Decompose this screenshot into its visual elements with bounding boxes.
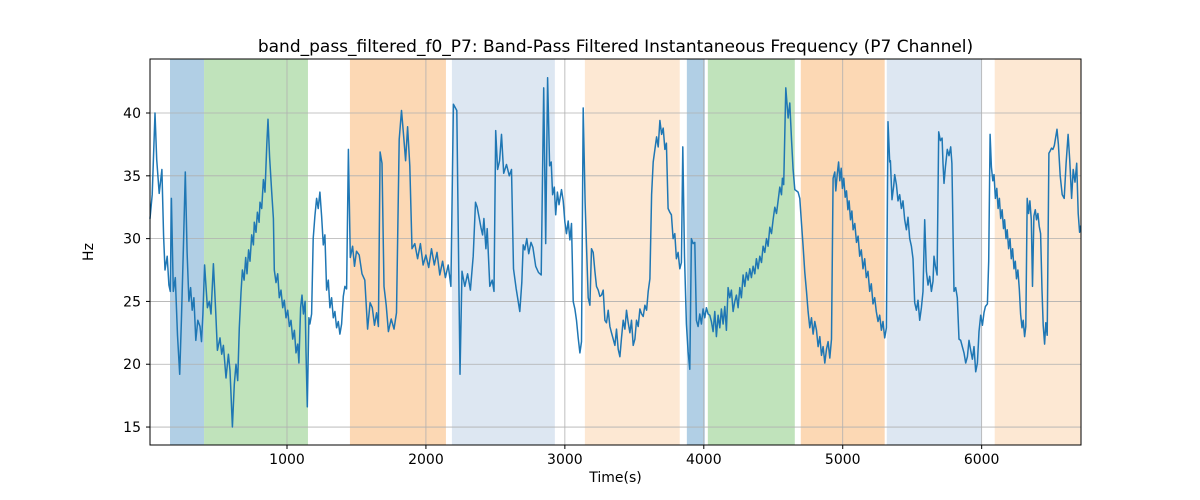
highlight-band bbox=[204, 59, 308, 445]
y-tick-label: 25 bbox=[123, 294, 141, 310]
x-tick-label: 3000 bbox=[547, 452, 583, 468]
highlight-band bbox=[886, 59, 982, 445]
y-tick-label: 35 bbox=[123, 169, 141, 185]
highlight-band bbox=[584, 59, 680, 445]
highlight-band bbox=[994, 59, 1081, 445]
highlight-band bbox=[451, 59, 555, 445]
x-tick-label: 1000 bbox=[269, 452, 305, 468]
chart-title: band_pass_filtered_f0_P7: Band-Pass Filt… bbox=[257, 37, 974, 57]
y-tick-label: 20 bbox=[123, 357, 141, 373]
x-tick-label: 6000 bbox=[964, 452, 1000, 468]
highlight-band bbox=[686, 59, 705, 445]
x-tick-label: 2000 bbox=[408, 452, 444, 468]
y-tick-label: 30 bbox=[123, 232, 141, 248]
x-tick-label: 5000 bbox=[825, 452, 861, 468]
y-tick-label: 40 bbox=[123, 106, 141, 122]
highlight-band bbox=[707, 59, 795, 445]
y-tick-label: 15 bbox=[123, 420, 141, 436]
x-tick-label: 4000 bbox=[686, 452, 722, 468]
y-axis-label: Hz bbox=[81, 243, 97, 261]
x-axis-label: Time(s) bbox=[589, 470, 642, 486]
axes-spines bbox=[149, 58, 1082, 446]
data-line bbox=[149, 77, 1082, 428]
